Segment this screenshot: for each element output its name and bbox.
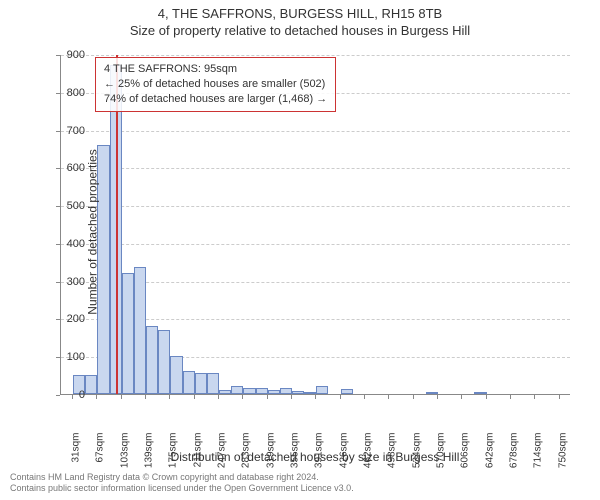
footer-line-2: Contains public sector information licen…: [10, 483, 354, 494]
x-tick-label: 570sqm: [435, 433, 446, 493]
x-tick-mark: [96, 395, 97, 399]
histogram-bar: [231, 386, 243, 394]
gridline: [61, 168, 570, 169]
x-tick-mark: [559, 395, 560, 399]
x-tick-label: 247sqm: [217, 433, 228, 493]
histogram-bar: [292, 391, 304, 394]
histogram-bar: [268, 390, 280, 394]
x-tick-label: 642sqm: [484, 433, 495, 493]
histogram-bar: [219, 390, 231, 394]
x-tick-mark: [510, 395, 511, 399]
histogram-bar: [146, 326, 158, 394]
x-tick-mark: [267, 395, 268, 399]
y-tick-label: 100: [45, 351, 85, 363]
x-tick-mark: [486, 395, 487, 399]
x-tick-label: 426sqm: [338, 433, 349, 493]
histogram-bar: [207, 373, 219, 394]
x-tick-mark: [121, 395, 122, 399]
annotation-line-1: 4 THE SAFFRONS: 95sqm: [104, 62, 327, 77]
x-tick-label: 31sqm: [71, 433, 82, 493]
histogram-bar: [134, 267, 146, 394]
y-tick-label: 600: [45, 162, 85, 174]
y-axis-title: Number of detached properties: [86, 149, 100, 314]
y-tick-label: 800: [45, 87, 85, 99]
x-tick-label: 391sqm: [314, 433, 325, 493]
annotation-box: 4 THE SAFFRONS: 95sqm ← 25% of detached …: [95, 57, 336, 112]
x-tick-mark: [291, 395, 292, 399]
gridline: [61, 131, 570, 132]
x-tick-label: 678sqm: [508, 433, 519, 493]
x-tick-label: 606sqm: [460, 433, 471, 493]
x-tick-mark: [364, 395, 365, 399]
x-tick-label: 139sqm: [144, 433, 155, 493]
histogram-bar: [122, 273, 134, 394]
histogram-bar: [304, 392, 316, 394]
x-tick-mark: [340, 395, 341, 399]
x-tick-mark: [315, 395, 316, 399]
gridline: [61, 244, 570, 245]
histogram-bar: [158, 330, 170, 394]
x-tick-mark: [242, 395, 243, 399]
gridline: [61, 55, 570, 56]
x-tick-label: 211sqm: [192, 433, 203, 493]
histogram-bar: [195, 373, 207, 394]
x-tick-label: 103sqm: [119, 433, 130, 493]
histogram-bar: [426, 392, 438, 394]
x-tick-label: 534sqm: [411, 433, 422, 493]
x-tick-mark: [218, 395, 219, 399]
x-tick-label: 498sqm: [387, 433, 398, 493]
gridline: [61, 206, 570, 207]
x-tick-label: 714sqm: [533, 433, 544, 493]
y-tick-label: 500: [45, 200, 85, 212]
x-tick-mark: [437, 395, 438, 399]
histogram-bar: [170, 356, 182, 394]
histogram-bar: [341, 389, 353, 394]
histogram-bar: [243, 388, 255, 394]
histogram-bar: [316, 386, 328, 394]
histogram-bar: [474, 392, 486, 394]
x-tick-label: 462sqm: [362, 433, 373, 493]
x-tick-mark: [461, 395, 462, 399]
x-tick-mark: [145, 395, 146, 399]
x-tick-label: 67sqm: [95, 433, 106, 493]
annotation-line-3: 74% of detached houses are larger (1,468…: [104, 92, 327, 107]
x-tick-mark: [413, 395, 414, 399]
annotation-line-2: ← 25% of detached houses are smaller (50…: [104, 77, 327, 92]
x-tick-label: 319sqm: [265, 433, 276, 493]
x-tick-label: 175sqm: [168, 433, 179, 493]
y-tick-label: 900: [45, 49, 85, 61]
x-tick-mark: [534, 395, 535, 399]
y-tick-label: 700: [45, 125, 85, 137]
x-tick-mark: [194, 395, 195, 399]
histogram-bar: [256, 388, 268, 394]
x-tick-mark: [72, 395, 73, 399]
y-tick-label: 200: [45, 313, 85, 325]
histogram-bar: [183, 371, 195, 394]
y-tick-label: 0: [45, 389, 85, 401]
footer-line-1: Contains HM Land Registry data © Crown c…: [10, 472, 354, 483]
x-tick-label: 750sqm: [557, 433, 568, 493]
histogram-bar: [85, 375, 97, 394]
y-tick-label: 400: [45, 238, 85, 250]
footer-attribution: Contains HM Land Registry data © Crown c…: [10, 472, 354, 495]
y-tick-label: 300: [45, 276, 85, 288]
histogram-bar: [280, 388, 292, 394]
x-tick-label: 283sqm: [241, 433, 252, 493]
x-tick-mark: [169, 395, 170, 399]
x-tick-label: 355sqm: [290, 433, 301, 493]
chart-title-address: 4, THE SAFFRONS, BURGESS HILL, RH15 8TB: [0, 6, 600, 21]
chart-title-subtitle: Size of property relative to detached ho…: [0, 23, 600, 38]
x-tick-mark: [388, 395, 389, 399]
